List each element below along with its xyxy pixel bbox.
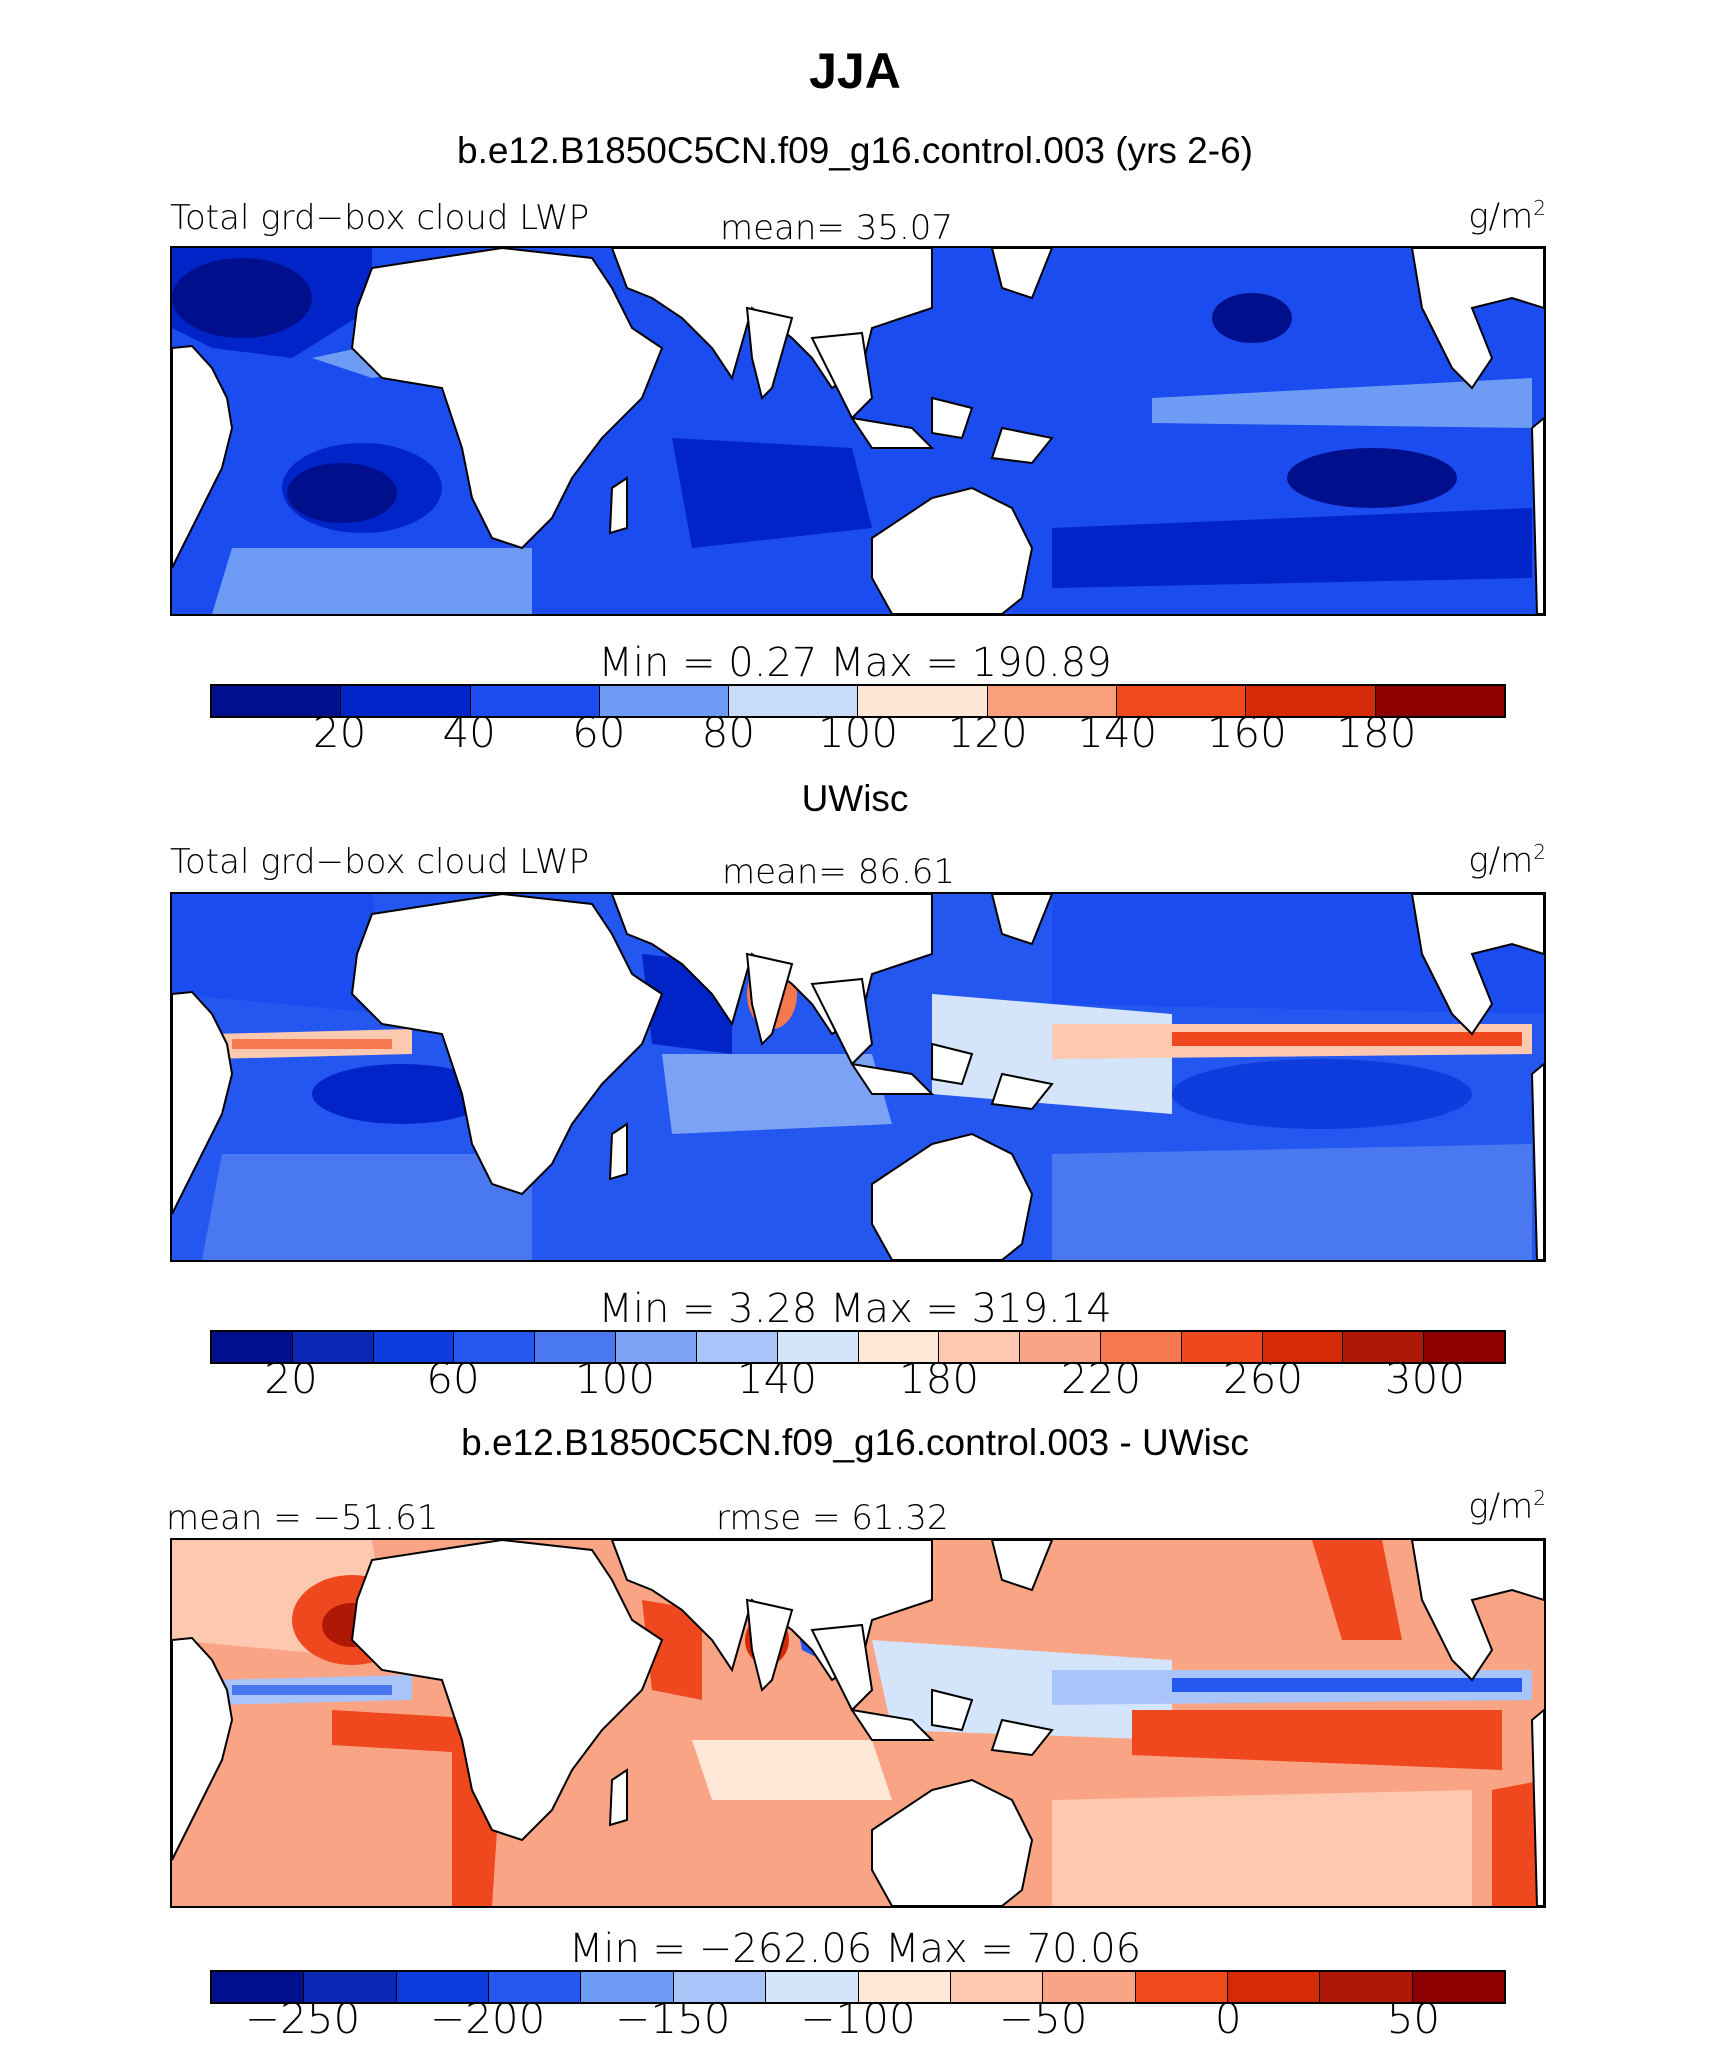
panel-1-minmax: Min = 0.27 Max = 190.89 — [598, 640, 1112, 686]
colorbar-tick-label: −150 — [615, 1994, 731, 2043]
colorbar-segment — [1135, 1972, 1228, 2002]
colorbar-tick-label: −100 — [800, 1994, 916, 2043]
colorbar-segment — [1424, 1332, 1504, 1362]
colorbar-segment — [616, 1332, 697, 1362]
panel-3-case-title: b.e12.B1850C5CN.f09_g16.control.003 - UW… — [461, 1422, 1249, 1463]
colorbar-tick-label: 80 — [701, 708, 756, 757]
colorbar-tick-label: 60 — [572, 708, 626, 757]
colorbar-segment — [489, 1972, 582, 2002]
colorbar-tick-label: 100 — [574, 1354, 656, 1403]
panel-2-variable-label: Total grd−box cloud LWP — [170, 842, 590, 882]
panel-3-mean-label: mean = −51.61 — [166, 1498, 439, 1538]
colorbar-tick-label: 20 — [264, 1354, 318, 1403]
colorbar-tick-label: −200 — [430, 1994, 546, 2043]
colorbar-segment — [987, 686, 1118, 716]
colorbar-segment — [535, 1332, 617, 1362]
panel-3-units-label: g/m2 — [1468, 1486, 1546, 1527]
panel-1-colorbar — [210, 684, 1506, 718]
colorbar-tick-label: 220 — [1060, 1354, 1142, 1403]
colorbar-segment — [1343, 1332, 1425, 1362]
panel-2-mean-label: mean= 86.61 — [722, 852, 956, 892]
colorbar-segment — [858, 1972, 951, 2002]
colorbar-tick-label: 0 — [1214, 1994, 1242, 2043]
colorbar-segment — [766, 1972, 859, 2002]
panel-2-units-label: g/m2 — [1468, 840, 1546, 881]
colorbar-tick-label: 180 — [898, 1354, 980, 1403]
colorbar-segment — [581, 1972, 674, 2002]
colorbar-segment — [777, 1332, 859, 1362]
colorbar-segment — [1246, 686, 1376, 716]
panel-3-map — [170, 1538, 1546, 1908]
panel-2-map — [170, 892, 1546, 1262]
colorbar-tick-label: 50 — [1386, 1994, 1441, 2043]
panel-3-colorbar — [210, 1970, 1506, 2004]
colorbar-segment — [1375, 686, 1504, 716]
colorbar-tick-label: 20 — [312, 708, 367, 757]
colorbar-segment — [292, 1332, 374, 1362]
colorbar-segment — [1320, 1972, 1413, 2002]
colorbar-segment — [1043, 1972, 1136, 2002]
colorbar-segment — [1181, 1332, 1263, 1362]
colorbar-segment — [212, 1972, 305, 2002]
colorbar-tick-label: 60 — [426, 1354, 480, 1403]
panel-1-variable-label: Total grd−box cloud LWP — [170, 198, 590, 238]
colorbar-segment — [858, 1332, 940, 1362]
panel-2-colorbar — [210, 1330, 1506, 1364]
colorbar-segment — [939, 1332, 1021, 1362]
colorbar-segment — [1262, 1332, 1344, 1362]
colorbar-tick-label: 100 — [817, 708, 899, 757]
panel-1-units-label: g/m2 — [1468, 196, 1546, 237]
colorbar-segment — [212, 686, 342, 716]
colorbar-segment — [396, 1972, 490, 2002]
colorbar-tick-label: 40 — [442, 708, 496, 757]
colorbar-tick-label: 260 — [1222, 1354, 1304, 1403]
colorbar-tick-label: 180 — [1336, 708, 1417, 757]
colorbar-segment — [454, 1332, 536, 1362]
colorbar-segment — [212, 1332, 293, 1362]
colorbar-tick-label: 120 — [947, 708, 1028, 757]
colorbar-tick-label: 160 — [1206, 708, 1287, 757]
panel-3-minmax: Min = −262.06 Max = 70.06 — [568, 1926, 1142, 1972]
panel-2-minmax: Min = 3.28 Max = 319.14 — [598, 1286, 1112, 1332]
colorbar-tick-label: −50 — [998, 1994, 1088, 2043]
colorbar-segment — [373, 1332, 455, 1362]
panel-3-rmse-label: rmse = 61.32 — [716, 1498, 949, 1538]
panel-1-mean-label: mean= 35.07 — [720, 208, 954, 248]
colorbar-segment — [1100, 1332, 1182, 1362]
colorbar-segment — [696, 1332, 778, 1362]
colorbar-tick-label: −250 — [244, 1994, 361, 2043]
colorbar-segment — [1227, 1972, 1321, 2002]
colorbar-segment — [1020, 1332, 1101, 1362]
colorbar-tick-label: 300 — [1384, 1354, 1466, 1403]
season-title: JJA — [809, 43, 901, 99]
colorbar-tick-label: 140 — [736, 1354, 818, 1403]
colorbar-segment — [304, 1972, 397, 2002]
colorbar-segment — [1117, 686, 1247, 716]
panel-1-case-title: b.e12.B1850C5CN.f09_g16.control.003 (yrs… — [457, 130, 1253, 171]
colorbar-segment — [1412, 1972, 1505, 2002]
colorbar-segment — [673, 1972, 767, 2002]
colorbar-segment — [729, 686, 859, 716]
colorbar-tick-label: 140 — [1077, 708, 1158, 757]
colorbar-segment — [599, 686, 730, 716]
colorbar-segment — [341, 686, 471, 716]
colorbar-segment — [470, 686, 600, 716]
panel-1-map — [170, 246, 1546, 616]
colorbar-segment — [858, 686, 988, 716]
colorbar-segment — [950, 1972, 1044, 2002]
panel-2-case-title: UWisc — [801, 778, 909, 819]
